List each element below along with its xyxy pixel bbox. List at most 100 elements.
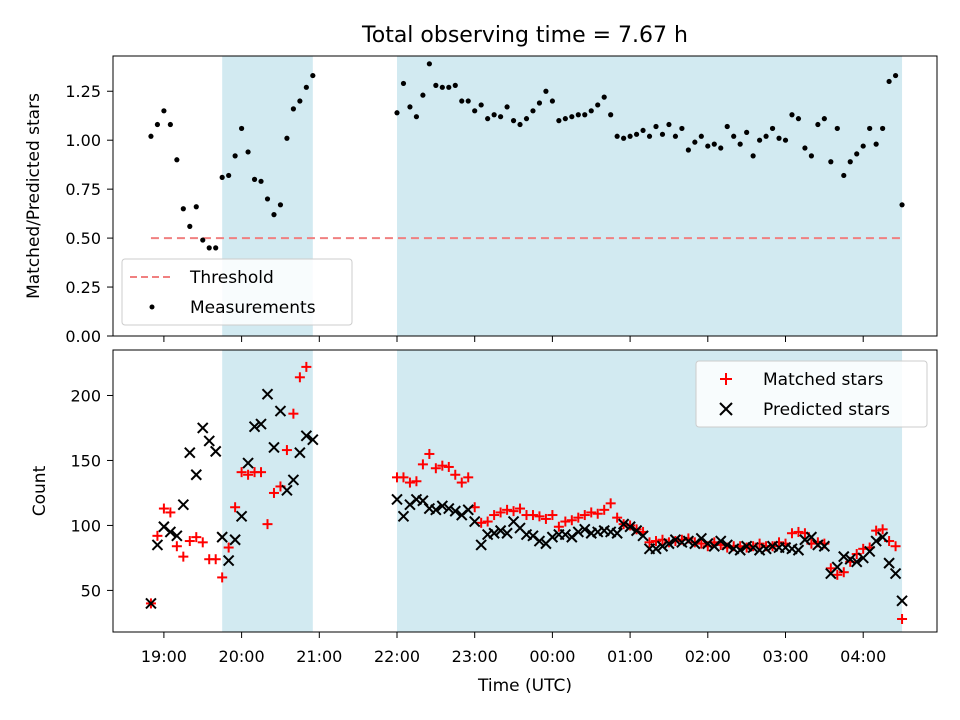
measurement-point <box>588 108 594 114</box>
bottom-y-tick-label: 150 <box>70 451 101 470</box>
matched-star-marker <box>825 563 836 574</box>
matched-star-marker <box>793 526 804 537</box>
measurement-point <box>459 98 465 104</box>
predicted-star-marker <box>488 527 500 539</box>
matched-star-marker <box>443 461 454 472</box>
matched-star-marker <box>294 372 305 383</box>
predicted-star-marker <box>235 510 248 523</box>
measurement-point <box>161 108 167 114</box>
measurement-point <box>692 139 698 145</box>
x-tick-label: 23:00 <box>452 647 498 666</box>
matched-star-marker <box>515 503 526 514</box>
measurement-point <box>608 112 614 118</box>
measurement-point <box>258 178 264 184</box>
measurement-point <box>167 121 173 128</box>
predicted-star-marker <box>883 557 895 569</box>
legend-measurements-label: Measurements <box>190 298 316 318</box>
measurement-point <box>297 98 303 104</box>
matched-star-marker <box>152 530 163 541</box>
predicted-star-marker <box>436 500 449 512</box>
legend-matched-swatch <box>720 373 732 385</box>
predicted-star-marker <box>281 484 293 497</box>
measurement-point <box>154 121 161 128</box>
matched-star-marker <box>890 541 901 552</box>
legend-threshold-label: Threshold <box>189 268 274 288</box>
matched-star-marker <box>463 472 474 483</box>
measurement-point <box>433 82 439 88</box>
measurement-point <box>582 112 588 118</box>
legend-measurements-swatch <box>149 304 155 310</box>
measurement-point <box>536 100 543 106</box>
predicted-star-marker <box>248 420 261 433</box>
measurement-point <box>510 118 517 124</box>
matched-star-marker <box>540 513 551 524</box>
predicted-star-marker <box>242 457 254 469</box>
matched-star-marker <box>171 541 182 552</box>
legend-predicted-label: Predicted stars <box>763 400 890 420</box>
matched-star-marker <box>158 503 169 514</box>
measurement-point <box>187 223 193 229</box>
measurement-point <box>180 206 186 212</box>
measurement-point <box>802 145 808 151</box>
measurement-point <box>627 133 633 139</box>
measurement-point <box>705 143 711 149</box>
measurement-point <box>226 172 232 179</box>
x-tick-label: 01:00 <box>607 647 653 666</box>
top-panel: 0.00 0.25 0.50 0.75 1.00 1.25 Matched/Predict… <box>24 55 938 346</box>
predicted-star-marker <box>546 531 559 543</box>
measurement-point <box>556 118 562 124</box>
matched-star-marker <box>437 460 448 471</box>
matched-star-marker <box>560 516 571 527</box>
measurement-point <box>821 116 827 122</box>
measurement-point <box>504 104 510 110</box>
predicted-stars-points <box>145 388 908 610</box>
matched-star-marker <box>553 521 564 532</box>
matched-star-marker <box>612 512 623 523</box>
measurement-point <box>789 112 795 118</box>
predicted-star-marker <box>462 504 474 516</box>
predicted-star-marker <box>287 474 300 486</box>
predicted-star-marker <box>203 435 215 447</box>
predicted-star-marker <box>682 535 695 547</box>
matched-star-marker <box>417 459 428 470</box>
predicted-star-marker <box>831 561 844 573</box>
top-y-tick-label: 1.25 <box>65 82 101 101</box>
measurement-point <box>698 133 704 139</box>
bottom-shaded-interval <box>222 350 313 632</box>
matched-star-marker <box>236 467 247 478</box>
measurement-point <box>666 121 672 128</box>
measurement-point <box>439 84 445 90</box>
chart-title: Total observing time = 7.67 h <box>361 23 688 48</box>
matched-star-marker <box>586 507 597 518</box>
measurement-point <box>517 121 523 128</box>
predicted-star-marker <box>579 523 591 536</box>
measurement-point <box>523 116 530 122</box>
measurement-point <box>491 112 497 118</box>
matched-star-marker <box>527 510 538 521</box>
measurement-point <box>426 61 432 67</box>
matched-star-marker <box>644 537 655 548</box>
predicted-star-marker <box>164 526 177 538</box>
predicted-star-marker <box>151 539 164 551</box>
matched-star-marker <box>398 472 409 483</box>
predicted-star-marker <box>734 544 746 556</box>
measurement-point <box>206 245 212 251</box>
predicted-star-marker <box>222 554 235 567</box>
matched-star-marker <box>184 536 195 547</box>
matched-star-marker <box>482 516 493 527</box>
predicted-star-marker <box>760 543 772 555</box>
measurement-point <box>854 151 860 157</box>
matched-star-marker <box>877 524 888 535</box>
matched-star-marker <box>534 511 545 522</box>
matched-star-marker <box>786 528 797 539</box>
predicted-star-marker <box>838 550 850 563</box>
measurement-point <box>446 84 452 90</box>
predicted-star-marker <box>624 521 636 533</box>
bottom-axes-frame <box>112 349 938 633</box>
measurement-point <box>892 72 899 79</box>
matched-star-marker <box>411 476 422 487</box>
predicted-star-marker <box>799 534 811 546</box>
measurement-point <box>750 153 756 159</box>
measurement-point <box>873 141 879 147</box>
